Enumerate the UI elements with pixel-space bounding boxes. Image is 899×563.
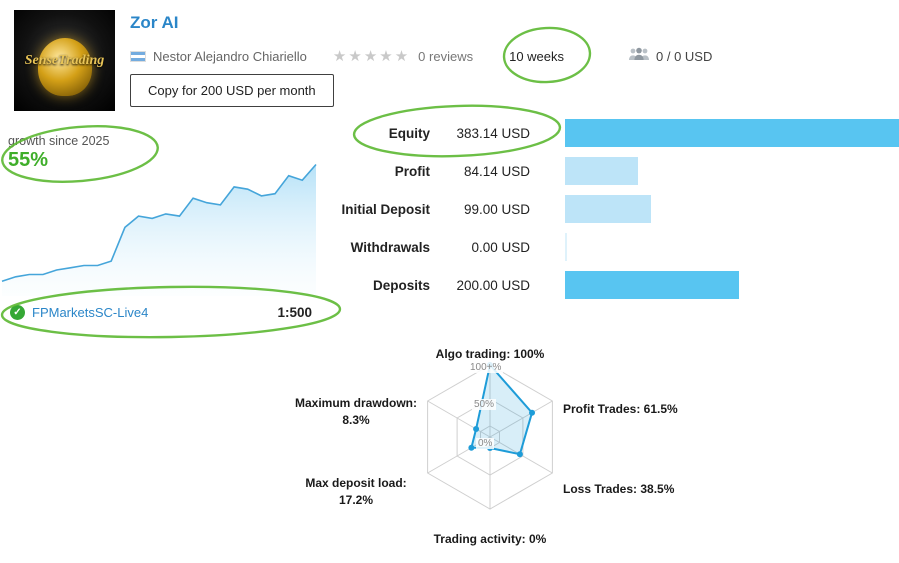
radar-ring-label-0: 0% [476,438,495,449]
radar-label-algo-trading: Algo trading: 100% [390,346,590,363]
leverage-value: 1:500 [277,304,312,320]
radar-label-line: Loss Trades: 38.5% [563,482,675,496]
stat-label: Profit [394,163,430,179]
radar-ring-label-100: 100+% [468,362,504,373]
radar-label-maximum-drawdown: Maximum drawdown: 8.3% [280,395,432,429]
radar-label-line: Trading activity: 0% [433,532,547,546]
stat-row-deposits: Deposits 200.00 USD [330,266,899,304]
radar-label-line: Algo trading: 100% [435,347,545,361]
radar-label-line: Profit Trades: 61.5% [563,402,678,416]
stat-row-profit: Profit 84.14 USD [330,152,899,190]
stat-bar [565,119,899,147]
stat-value: 0.00 USD [471,239,530,255]
stat-row-equity: Equity 383.14 USD [330,114,899,152]
author-name[interactable]: Nestor Alejandro Chiariello [153,48,307,64]
stat-row-initial-deposit: Initial Deposit 99.00 USD [330,190,899,228]
stat-value: 84.14 USD [463,163,530,179]
radar-label-line: Max deposit load: [305,476,407,490]
copy-signal-button[interactable]: Copy for 200 USD per month [130,74,334,107]
star-rating-icons: ★★★★★ [332,48,411,65]
broker-server-link[interactable]: FPMarketsSC-Live4 [32,304,149,320]
stat-label: Equity [388,125,430,141]
subscribers-count: 0 / 0 USD [656,48,713,64]
radar-label-line: Maximum drawdown: [294,396,417,410]
signal-title-link[interactable]: Zor AI [130,13,179,32]
author-row: Nestor Alejandro Chiariello ★★★★★ 0 revi… [130,47,712,65]
verified-check-icon: ✓ [10,304,25,320]
radar-label-loss-trades: Loss Trades: 38.5% [563,481,674,498]
radar-ring-label-50: 50% [472,399,497,410]
weeks-badge: 10 weeks [509,48,565,64]
signal-logo-image: SenseTrading [14,10,115,111]
stat-bar [565,195,652,223]
subscribers-icon [628,47,650,66]
logo-text: SenseTrading [24,52,105,68]
stat-value: 383.14 USD [456,125,530,141]
stat-label: Withdrawals [350,239,430,255]
radar-label-line: 17.2% [338,493,374,507]
stat-value: 99.00 USD [463,201,530,217]
stat-label: Deposits [372,277,430,293]
stat-label: Initial Deposit [341,201,430,217]
growth-line-chart [1,163,317,296]
logo-ornament [37,38,92,96]
stat-row-withdrawals: Withdrawals 0.00 USD [330,228,899,266]
radar-label-line: 8.3% [342,413,370,427]
account-row: ✓ FPMarketsSC-Live4 1:500 [10,302,312,322]
radar-label-profit-trades: Profit Trades: 61.5% [563,401,678,418]
reviews-link[interactable]: 0 reviews [418,48,474,64]
radar-label-max-deposit-load: Max deposit load: 17.2% [282,475,430,509]
argentina-flag-icon [130,50,146,62]
stat-value: 200.00 USD [456,277,530,293]
stat-bar [565,157,639,185]
radar-label-trading-activity: Trading activity: 0% [390,531,590,548]
stat-bar [565,271,740,299]
account-stats: Equity 383.14 USD Profit 84.14 USD Initi… [330,114,899,304]
stat-bar [565,233,567,261]
